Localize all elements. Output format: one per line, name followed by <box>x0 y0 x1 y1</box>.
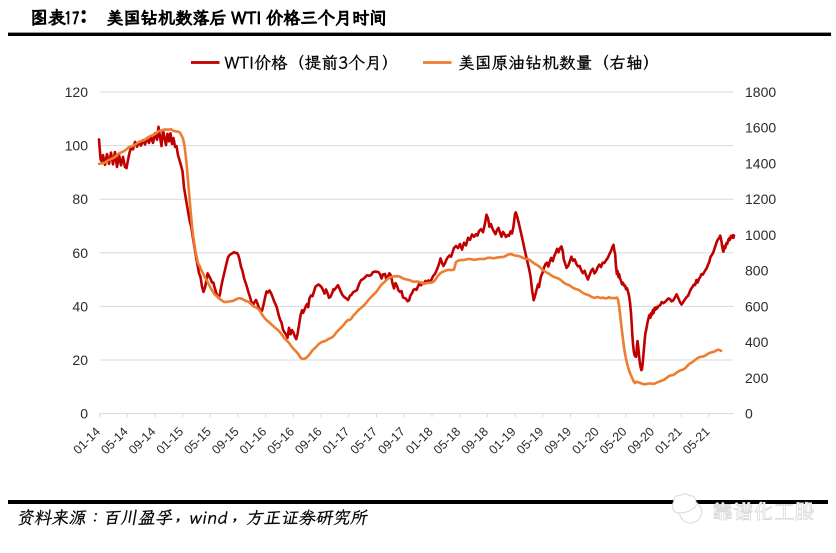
svg-text:120: 120 <box>65 84 89 100</box>
svg-text:600: 600 <box>745 298 769 314</box>
svg-text:100: 100 <box>65 138 89 154</box>
svg-text:1400: 1400 <box>745 156 776 172</box>
svg-text:60: 60 <box>72 245 88 261</box>
svg-text:1000: 1000 <box>745 227 776 243</box>
svg-text:1200: 1200 <box>745 191 776 207</box>
svg-text:800: 800 <box>745 263 769 279</box>
svg-text:80: 80 <box>72 191 88 207</box>
svg-text:400: 400 <box>745 334 769 350</box>
svg-text:200: 200 <box>745 370 769 386</box>
svg-text:1800: 1800 <box>745 84 776 100</box>
svg-text:40: 40 <box>72 298 88 314</box>
svg-text:0: 0 <box>745 406 753 422</box>
svg-text:20: 20 <box>72 352 88 368</box>
svg-text:1600: 1600 <box>745 120 776 136</box>
svg-text:0: 0 <box>80 406 88 422</box>
